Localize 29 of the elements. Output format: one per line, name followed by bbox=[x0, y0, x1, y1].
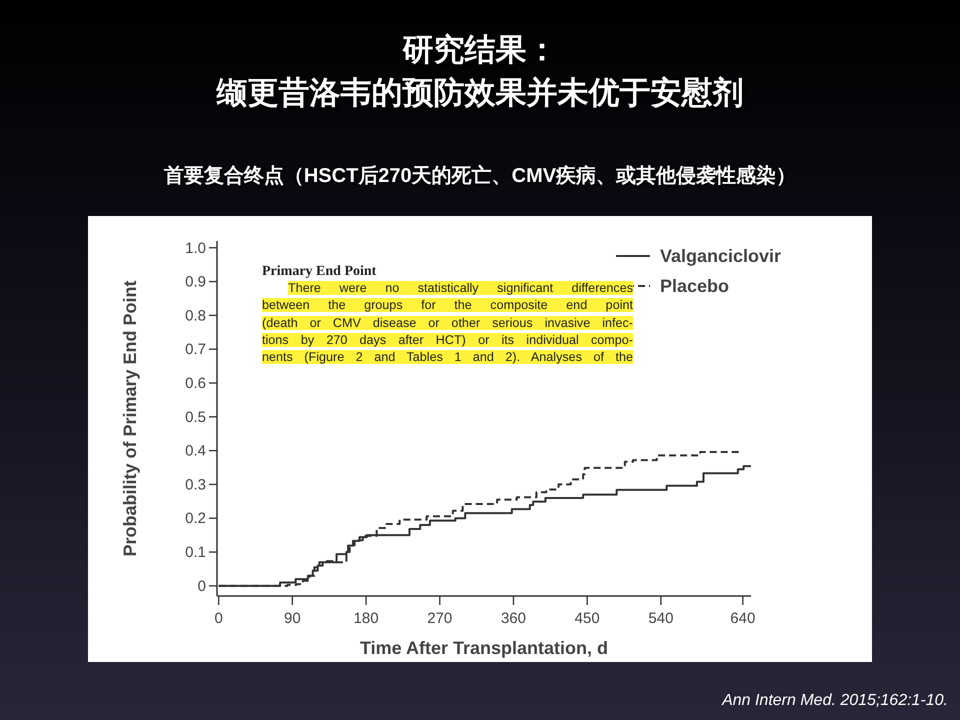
chart-title: 研究结果： bbox=[401, 31, 558, 69]
y-tick-label: 0.1 bbox=[185, 544, 206, 562]
x-tick-label: 360 bbox=[500, 610, 526, 627]
x-tick-label: 90 bbox=[284, 610, 301, 627]
x-tick-label: 180 bbox=[354, 610, 379, 627]
x-tick-label: 0 bbox=[214, 610, 223, 627]
chart-subtitle: 缬更昔洛韦的预防效果并未优于安慰剂 bbox=[215, 74, 744, 112]
annotation: There were no statistically significant differences between the groups for the composite end point (death or CMV disease or other serious invasive infec- tions by 270 days after HCT) or its individual compo- nents (Figure 2 and Tables 1 and 2). Analyses of the bbox=[262, 281, 633, 364]
x-tick-label: 270 bbox=[427, 610, 452, 627]
y-tick-label: 0.8 bbox=[185, 307, 206, 324]
y-axis-title: Probability of Primary End Point bbox=[120, 280, 140, 557]
annotation: Primary End Point bbox=[262, 264, 378, 280]
y-tick-label: 1.0 bbox=[185, 240, 206, 257]
y-tick-label: 0.7 bbox=[185, 341, 206, 358]
y-tick-label: 0.9 bbox=[185, 274, 206, 291]
y-tick-label: 0.6 bbox=[185, 375, 206, 392]
text: Ann Intern Med. 2015;162:1-10. bbox=[722, 692, 948, 710]
x-tick-label: 640 bbox=[730, 610, 756, 627]
legend-label: Valganciclovir bbox=[660, 246, 782, 266]
text: 首要复合终点（HSCT后270天的死亡、CMV疾病、或其他侵袭性感染） bbox=[162, 164, 798, 189]
x-axis-title: Time After Transplantation, d bbox=[360, 638, 608, 658]
y-tick-label: 0.4 bbox=[185, 442, 206, 460]
x-tick-label: 450 bbox=[574, 610, 600, 627]
y-tick-label: 0.5 bbox=[185, 408, 206, 426]
y-tick-label: 0 bbox=[198, 578, 206, 595]
legend-label: Placebo bbox=[660, 276, 730, 296]
y-tick-label: 0.3 bbox=[185, 476, 206, 494]
x-tick-label: 540 bbox=[648, 610, 674, 627]
y-tick-label: 0.2 bbox=[185, 510, 206, 528]
